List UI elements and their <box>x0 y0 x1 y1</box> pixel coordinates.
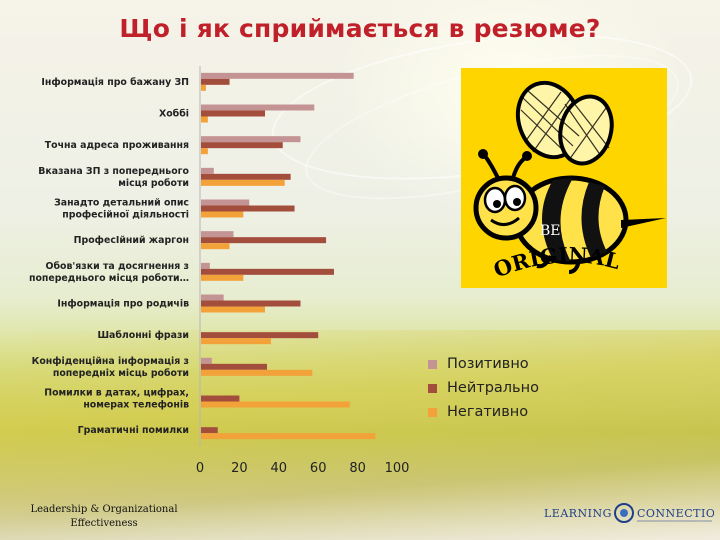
x-tick-label: 100 <box>385 461 410 476</box>
be-original-image: BE ORIGINAL <box>461 68 667 288</box>
bar-positive <box>201 199 250 206</box>
category-label: Помилки в датах, цифрах, номерах телефоні… <box>44 388 189 411</box>
logo-text-left: LEARNING <box>544 507 612 520</box>
bar-positive <box>201 357 212 364</box>
x-tick-label: 0 <box>196 461 204 476</box>
bar-neutral <box>201 427 218 434</box>
legend-label: Негативно <box>447 404 529 420</box>
category-label: Граматичні помилки <box>78 425 189 436</box>
bar-positive <box>201 104 315 111</box>
bar-negative <box>201 243 230 250</box>
category-label: Конфіденційна інформація з попередніх міс… <box>32 356 189 379</box>
category-label: Обов'язки та досягнення з попереднього мі… <box>29 261 189 284</box>
x-tick-label: 80 <box>349 461 366 476</box>
legend-item-neutral: Нейтрально <box>428 376 539 400</box>
legend-item-positive: Позитивно <box>428 352 539 376</box>
x-tick-label: 60 <box>310 461 327 476</box>
legend-swatch <box>428 383 437 393</box>
logo-text-right: CONNECTION <box>637 507 714 520</box>
org-line-2: Effectiveness <box>70 518 138 529</box>
bar-negative <box>201 433 376 440</box>
bars <box>199 66 376 446</box>
category-label: Інформація про бажану ЗП <box>41 77 189 88</box>
category-label: Інформація про родичів <box>57 299 189 310</box>
bar-positive <box>201 262 210 269</box>
bar-neutral <box>201 395 240 402</box>
legend-label: Нейтрально <box>447 380 539 396</box>
learning-connection-logo: LEARNING CONNECTION <box>544 503 714 523</box>
chart-legend: Позитивно Нейтрально Негативно <box>428 352 539 424</box>
legend-item-negative: Негативно <box>428 400 539 424</box>
original-text: ORIGINAL <box>490 242 623 282</box>
legend-swatch <box>428 407 437 417</box>
bar-negative <box>201 84 206 91</box>
bar-neutral <box>201 173 291 180</box>
bar-neutral <box>201 268 334 275</box>
bar-positive <box>201 72 354 79</box>
bar-neutral <box>201 110 266 117</box>
bar-positive <box>201 231 234 238</box>
bar-negative <box>201 116 208 123</box>
bar-neutral <box>201 205 295 212</box>
category-label: Точна адреса проживання <box>45 140 189 151</box>
category-label: Вказана ЗП з попереднього місця роботи <box>38 166 189 189</box>
be-text: BE <box>540 223 561 239</box>
bar-neutral <box>201 237 327 244</box>
page-title: Що і як сприймається в резюме? <box>119 14 601 43</box>
bar-negative <box>201 338 271 345</box>
bar-neutral <box>201 78 230 85</box>
bar-negative <box>201 369 313 376</box>
legend-swatch <box>428 359 437 369</box>
bar-negative <box>201 148 208 155</box>
bar-neutral <box>201 142 283 149</box>
x-tick-label: 20 <box>231 461 248 476</box>
bar-negative <box>201 179 285 186</box>
category-label: Хоббі <box>159 109 189 120</box>
bar-positive <box>201 294 224 301</box>
org-footer: Leadership & Organizational Effectivenes… <box>14 503 194 531</box>
org-line-1: Leadership & Organizational <box>30 504 178 515</box>
category-label: ПрофесІйний жаргон <box>74 235 189 246</box>
bar-positive <box>201 136 301 143</box>
bar-neutral <box>201 332 319 339</box>
bar-negative <box>201 306 266 313</box>
legend-label: Позитивно <box>447 356 529 372</box>
category-labels: Інформація про бажану ЗП Хоббі Точна адрес… <box>29 77 190 436</box>
x-axis-ticks: 0 20 40 60 80 100 <box>196 461 410 476</box>
bar-negative <box>201 274 244 281</box>
bar-positive <box>201 167 214 174</box>
bar-neutral <box>201 300 301 307</box>
bar-neutral <box>201 363 267 370</box>
bar-negative <box>201 401 350 408</box>
category-label: Шаблонні фрази <box>97 330 189 341</box>
x-tick-label: 40 <box>271 461 288 476</box>
bar-negative <box>201 211 244 218</box>
category-label: Занадто детальний опис професійної діяльн… <box>54 198 189 221</box>
